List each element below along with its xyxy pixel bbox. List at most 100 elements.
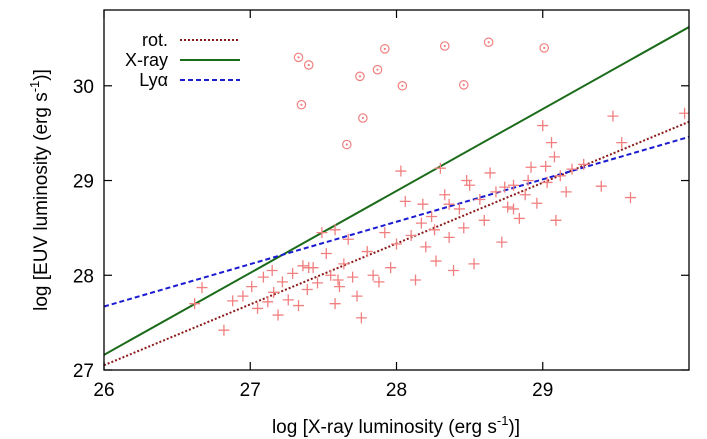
xray-fit-line xyxy=(104,26,689,356)
plus-marker xyxy=(417,198,429,210)
plus-marker xyxy=(443,198,455,210)
x-tick-label: 29 xyxy=(532,380,553,401)
plus-marker xyxy=(474,193,486,205)
plus-marker xyxy=(566,163,578,175)
plus-marker xyxy=(405,229,417,241)
plus-marker xyxy=(287,267,299,279)
plus-marker xyxy=(499,181,511,193)
plus-marker xyxy=(293,300,305,312)
plus-marker xyxy=(468,258,480,270)
plus-marker xyxy=(453,203,465,215)
plus-marker xyxy=(367,269,379,281)
legend-swatches xyxy=(180,39,240,81)
plus-marker xyxy=(429,224,441,236)
lya-fit-line xyxy=(104,135,689,308)
circle-marker xyxy=(341,139,352,150)
plus-marker xyxy=(607,110,619,122)
plus-marker xyxy=(252,302,264,314)
x-tick-label: 26 xyxy=(93,380,114,401)
plus-marker xyxy=(355,312,367,324)
x-axis-label: log [X-ray luminosity (erg s-1)] xyxy=(272,413,520,438)
plus-marker xyxy=(464,179,476,191)
plus-marker xyxy=(522,175,534,187)
circle-marker xyxy=(483,37,494,48)
plus-marker xyxy=(410,274,422,286)
plus-marker xyxy=(508,203,519,215)
plus-marker xyxy=(548,151,560,163)
plus-marker xyxy=(297,260,309,272)
plus-marker xyxy=(434,162,446,174)
plus-marker xyxy=(537,120,549,132)
plus-marker xyxy=(361,246,373,258)
plus-marker xyxy=(679,107,689,119)
plus-marker xyxy=(595,180,607,192)
plus-marker xyxy=(550,214,562,226)
y-tick-label: 29 xyxy=(73,172,94,193)
plus-marker xyxy=(484,167,496,179)
plus-marker xyxy=(227,295,239,307)
plus-marker xyxy=(268,286,280,298)
plus-marker xyxy=(415,217,427,229)
plus-marker xyxy=(448,265,460,277)
y-tick-label: 30 xyxy=(73,77,94,98)
plus-marker xyxy=(332,274,344,286)
circle-marker xyxy=(458,80,469,90)
circle-marker xyxy=(372,64,383,75)
plus-marker xyxy=(351,290,363,302)
x-tick-label: 27 xyxy=(240,380,261,401)
plus-marker xyxy=(257,271,269,283)
circle-marker xyxy=(303,60,314,70)
plus-marker xyxy=(525,161,537,173)
legend-label-lya: Lyα xyxy=(139,70,168,90)
plus-marker xyxy=(430,255,442,267)
plus-marker xyxy=(513,212,525,224)
plus-marker xyxy=(347,271,359,283)
plus-marker xyxy=(508,179,519,191)
plus-marker xyxy=(458,222,470,234)
plus-marker xyxy=(329,298,341,310)
plus-marker xyxy=(312,277,324,289)
plus-marker xyxy=(395,165,407,177)
plus-marker xyxy=(333,281,345,293)
circle-marker xyxy=(379,44,390,54)
plus-marker xyxy=(616,137,628,149)
y-tick-label: 28 xyxy=(73,266,94,287)
plus-marker xyxy=(541,176,553,188)
circle-marker xyxy=(355,71,365,82)
x-tick-label: 28 xyxy=(386,380,407,401)
plus-marker xyxy=(399,195,411,207)
plus-marker xyxy=(320,247,332,259)
circle-marker xyxy=(293,52,304,63)
plus-marker xyxy=(554,170,566,182)
plus-marker xyxy=(478,214,490,226)
plus-marker xyxy=(385,262,397,274)
plus-marker xyxy=(237,290,249,302)
circle-marker xyxy=(397,80,408,91)
plus-marker xyxy=(196,282,208,294)
y-tick-label: 27 xyxy=(73,361,94,382)
circle-marker xyxy=(539,43,550,53)
plus-marker xyxy=(439,189,451,201)
legend-label-xray: X-ray xyxy=(125,50,168,70)
plus-marker xyxy=(316,227,328,239)
plus-marker xyxy=(531,197,543,209)
plus-marker xyxy=(325,269,337,281)
plus-marker xyxy=(578,158,590,170)
plus-marker xyxy=(189,298,201,310)
plus-marker xyxy=(546,137,558,149)
plus-marker xyxy=(246,281,258,293)
plus-marker xyxy=(540,160,552,172)
data-markers xyxy=(189,37,689,336)
circle-marker xyxy=(296,99,307,110)
y-axis-label: log [EUV luminosity (erg s-1)] xyxy=(27,69,52,311)
plus-marker xyxy=(461,175,473,187)
plus-marker xyxy=(560,186,572,198)
plus-marker xyxy=(496,236,508,248)
plus-marker xyxy=(329,224,341,236)
legend: rot. X-ray Lyα xyxy=(112,26,252,96)
plus-marker xyxy=(420,241,432,253)
plus-marker xyxy=(303,262,315,274)
plus-marker xyxy=(276,276,288,288)
plus-marker xyxy=(373,276,385,288)
